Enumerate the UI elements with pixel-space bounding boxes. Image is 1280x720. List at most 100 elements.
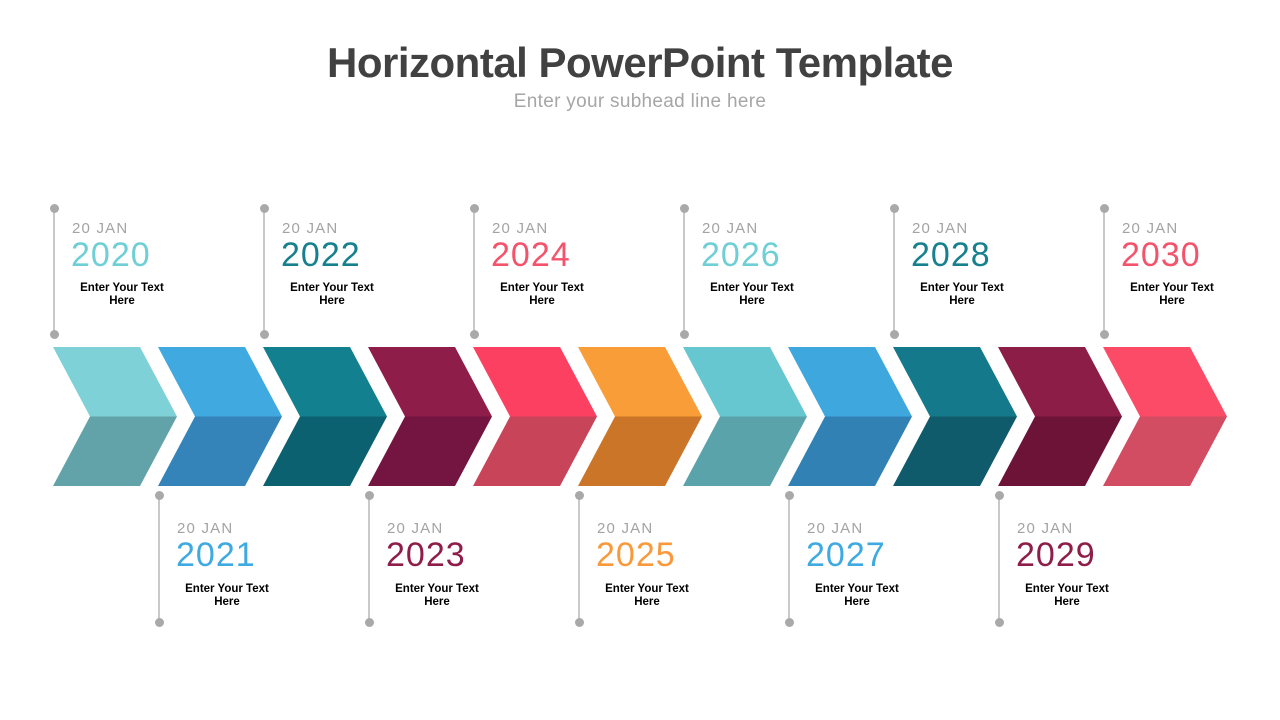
marker-connector-line <box>998 499 1000 619</box>
timeline-marker-2029: 20 JAN 2029 Enter Your Text Here <box>995 491 1173 627</box>
placeholder-line2: Here <box>214 596 240 609</box>
marker-date-label: 20 JAN <box>1017 520 1074 537</box>
chevron-top-half <box>473 347 597 417</box>
marker-dot-icon <box>1100 204 1109 213</box>
placeholder-line1: Enter Your Text <box>1025 583 1109 595</box>
marker-year-label: 2027 <box>806 536 886 574</box>
chevron-top-half <box>788 347 912 417</box>
placeholder-line1: Enter Your Text <box>500 282 584 294</box>
marker-connector-line <box>788 499 790 619</box>
placeholder-line2: Here <box>844 596 870 609</box>
marker-dot-icon <box>260 204 269 213</box>
timeline-chevron-2023 <box>368 347 492 486</box>
marker-dot-icon <box>680 330 689 339</box>
chevron-bottom-half <box>1103 416 1227 486</box>
chevron-bottom-half <box>263 416 387 486</box>
placeholder-line2: Here <box>949 295 975 308</box>
marker-connector-line <box>578 499 580 619</box>
marker-date-label: 20 JAN <box>387 520 444 537</box>
marker-dot-icon <box>575 491 584 500</box>
marker-year-label: 2023 <box>386 536 466 574</box>
placeholder-line2: Here <box>424 596 450 609</box>
placeholder-line2: Here <box>739 295 765 308</box>
marker-dot-icon <box>785 491 794 500</box>
marker-dot-icon <box>680 204 689 213</box>
marker-year-label: 2026 <box>701 236 781 274</box>
timeline-chevron-2021 <box>158 347 282 486</box>
marker-dot-icon <box>1100 330 1109 339</box>
chevron-top-half <box>1103 347 1227 417</box>
placeholder-line2: Here <box>634 596 660 609</box>
placeholder-line1: Enter Your Text <box>710 282 794 294</box>
marker-dot-icon <box>155 618 164 627</box>
placeholder-line1: Enter Your Text <box>185 583 269 595</box>
placeholder-line1: Enter Your Text <box>605 583 689 595</box>
marker-date-label: 20 JAN <box>282 220 339 237</box>
timeline-chevron-2024 <box>473 347 597 486</box>
marker-dot-icon <box>155 491 164 500</box>
marker-connector-line <box>1103 212 1105 331</box>
marker-connector-line <box>473 212 475 331</box>
chevron-bottom-half <box>578 416 702 486</box>
chevron-bottom-half <box>998 416 1122 486</box>
timeline-chevron-2029 <box>998 347 1122 486</box>
chevron-top-half <box>158 347 282 417</box>
marker-text-placeholder: Enter Your Text Here <box>382 583 492 609</box>
placeholder-line2: Here <box>1159 295 1185 308</box>
chevron-bottom-half <box>158 416 282 486</box>
marker-dot-icon <box>365 491 374 500</box>
marker-date-label: 20 JAN <box>702 220 759 237</box>
timeline-chevron-2025 <box>578 347 702 486</box>
marker-dot-icon <box>995 491 1004 500</box>
marker-year-label: 2029 <box>1016 536 1096 574</box>
marker-year-label: 2030 <box>1121 236 1201 274</box>
placeholder-line2: Here <box>529 295 555 308</box>
placeholder-line1: Enter Your Text <box>1130 282 1214 294</box>
chevron-bottom-half <box>683 416 807 486</box>
placeholder-line2: Here <box>109 295 135 308</box>
timeline-chevron-2027 <box>788 347 912 486</box>
slide-title: Horizontal PowerPoint Template <box>327 39 953 86</box>
chevron-top-half <box>683 347 807 417</box>
marker-dot-icon <box>470 330 479 339</box>
marker-dot-icon <box>50 204 59 213</box>
slide-header: Horizontal PowerPoint Template Enter you… <box>0 39 1280 113</box>
placeholder-line1: Enter Your Text <box>80 282 164 294</box>
marker-year-label: 2022 <box>281 236 361 274</box>
marker-dot-icon <box>890 204 899 213</box>
marker-date-label: 20 JAN <box>72 220 129 237</box>
placeholder-line1: Enter Your Text <box>290 282 374 294</box>
marker-text-placeholder: Enter Your Text Here <box>1117 282 1227 308</box>
timeline-marker-2026: 20 JAN 2026 Enter Your Text Here <box>680 204 858 339</box>
timeline-chevron-2026 <box>683 347 807 486</box>
marker-year-label: 2020 <box>71 236 151 274</box>
timeline-marker-2021: 20 JAN 2021 Enter Your Text Here <box>155 491 333 627</box>
timeline-arrow-band <box>53 347 1227 486</box>
placeholder-line2: Here <box>1054 596 1080 609</box>
marker-date-label: 20 JAN <box>177 520 234 537</box>
placeholder-line2: Here <box>319 295 345 308</box>
chevron-top-half <box>53 347 177 417</box>
marker-text-placeholder: Enter Your Text Here <box>277 282 387 308</box>
timeline-marker-2025: 20 JAN 2025 Enter Your Text Here <box>575 491 753 627</box>
marker-connector-line <box>53 212 55 331</box>
placeholder-line1: Enter Your Text <box>920 282 1004 294</box>
chevron-bottom-half <box>893 416 1017 486</box>
marker-dot-icon <box>260 330 269 339</box>
chevron-top-half <box>893 347 1017 417</box>
timeline-marker-2030: 20 JAN 2030 Enter Your Text Here <box>1100 204 1278 339</box>
placeholder-line1: Enter Your Text <box>395 583 479 595</box>
marker-text-placeholder: Enter Your Text Here <box>907 282 1017 308</box>
marker-text-placeholder: Enter Your Text Here <box>802 583 912 609</box>
marker-date-label: 20 JAN <box>597 520 654 537</box>
marker-dot-icon <box>470 204 479 213</box>
marker-dot-icon <box>890 330 899 339</box>
marker-year-label: 2025 <box>596 536 676 574</box>
marker-dot-icon <box>575 618 584 627</box>
timeline-marker-2024: 20 JAN 2024 Enter Your Text Here <box>470 204 648 339</box>
timeline-marker-2027: 20 JAN 2027 Enter Your Text Here <box>785 491 963 627</box>
marker-date-label: 20 JAN <box>807 520 864 537</box>
timeline-marker-2022: 20 JAN 2022 Enter Your Text Here <box>260 204 438 339</box>
marker-connector-line <box>158 499 160 619</box>
